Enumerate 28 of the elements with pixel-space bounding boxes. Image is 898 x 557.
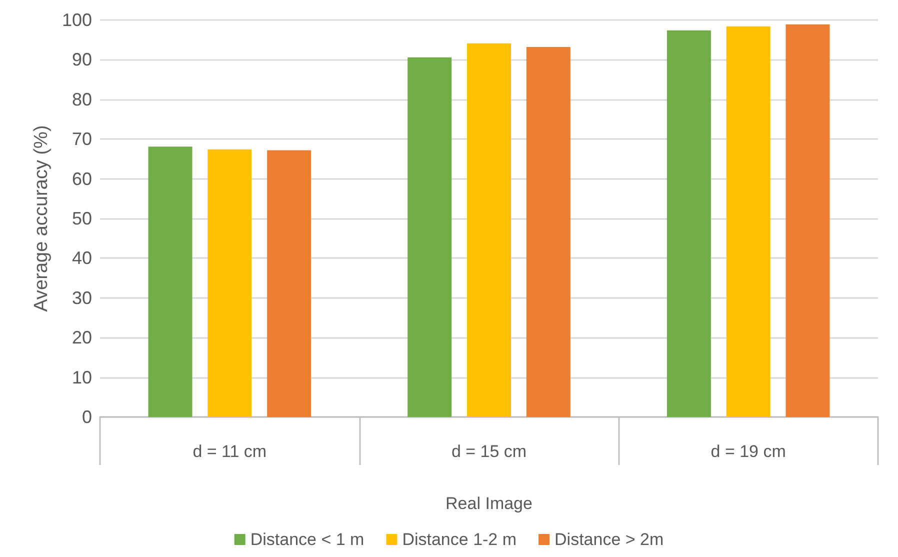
legend-label: Distance > 2m (554, 530, 664, 549)
y-tick-label: 40 (72, 248, 92, 268)
x-tick-label: d = 11 cm (192, 442, 267, 461)
bar (526, 46, 570, 417)
legend-label: Distance < 1 m (250, 530, 364, 549)
bar (726, 26, 770, 417)
y-tick-label: 60 (72, 168, 92, 189)
y-tick-label: 90 (72, 50, 92, 70)
y-axis-title: Average accuracy (%) (31, 125, 52, 312)
x-tick-label: d = 15 cm (451, 442, 527, 461)
x-axis-title: Real Image (446, 494, 532, 513)
y-tick-label: 80 (72, 89, 92, 110)
bar (666, 30, 711, 417)
y-tick-label: 10 (72, 367, 92, 388)
bar (208, 149, 252, 417)
y-tick-label: 20 (72, 328, 92, 348)
bar (148, 146, 192, 417)
y-tick-label: 50 (72, 208, 92, 228)
x-tick-label: d = 19 cm (710, 442, 786, 461)
y-tick-label: 100 (62, 10, 92, 30)
y-tick-label: 70 (72, 129, 92, 150)
y-tick-label: 30 (72, 288, 92, 308)
bar (267, 150, 312, 417)
bar (467, 43, 511, 417)
bar (408, 57, 452, 417)
y-tick-label: 0 (82, 407, 92, 427)
bar (786, 24, 830, 417)
legend-label: Distance 1-2 m (402, 530, 517, 549)
